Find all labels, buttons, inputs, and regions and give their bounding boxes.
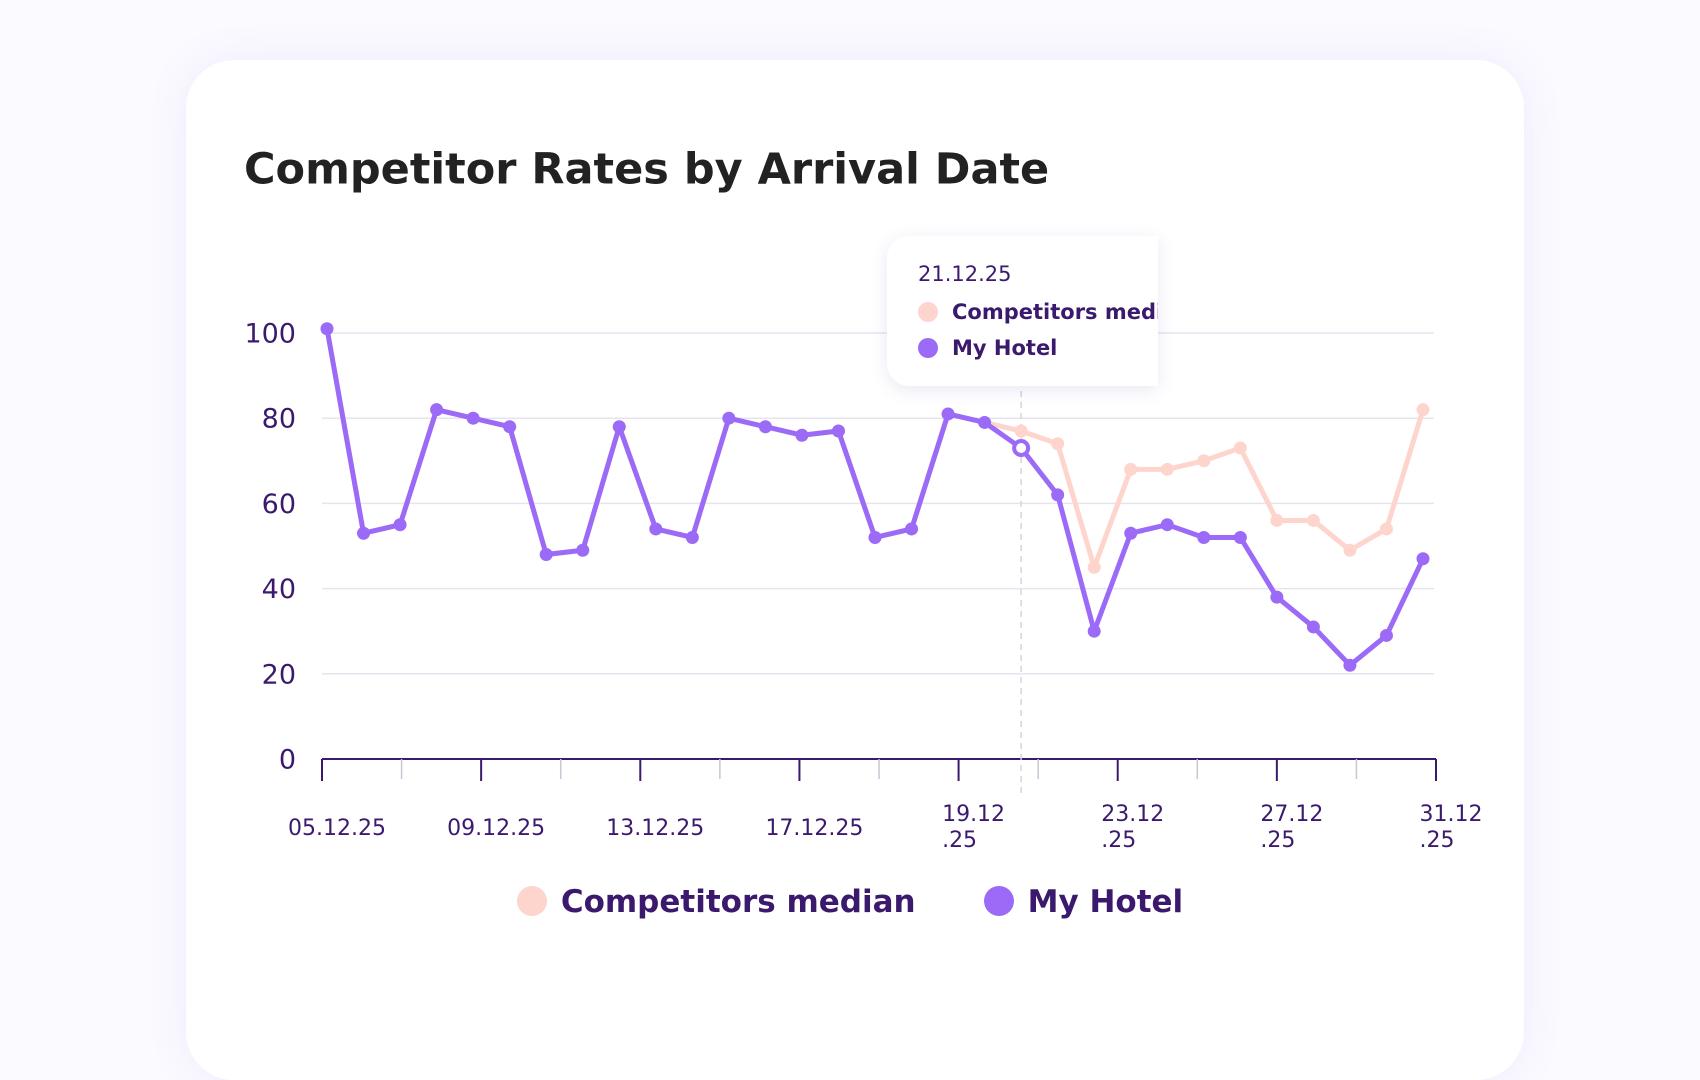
tooltip-dot (918, 302, 938, 322)
data-point (1343, 543, 1357, 557)
data-point (1306, 513, 1320, 527)
y-tick-label: 100 (244, 319, 296, 350)
data-point (1051, 437, 1065, 451)
data-point (649, 522, 663, 536)
data-point (758, 420, 772, 434)
data-point (466, 411, 480, 425)
data-point (1124, 462, 1138, 476)
data-point (576, 543, 590, 557)
data-point (612, 420, 626, 434)
x-tick-label: 17.12.25 (765, 816, 864, 841)
data-point (1160, 462, 1174, 476)
data-point (795, 428, 809, 442)
tooltip-label: My Hotel (952, 336, 1058, 360)
data-point (1051, 488, 1065, 502)
data-point (1416, 403, 1430, 417)
tooltip: 21.12.25 Competitors median My Hotel (887, 236, 1158, 386)
x-tick-label: 05.12.25 (288, 816, 386, 841)
y-tick-label: 20 (262, 659, 296, 690)
data-point (1087, 560, 1101, 574)
legend-item: My Hotel (983, 884, 1184, 920)
data-point (393, 518, 407, 532)
series-line (324, 328, 1426, 668)
data-point (430, 403, 444, 417)
tooltip-dot (918, 338, 938, 358)
data-point (1270, 513, 1284, 527)
page: Competitor Rates by Arrival Date 0 20 40 60… (0, 144, 1700, 920)
x-tick-label: 31.12 .25 (1419, 802, 1483, 853)
legend: Competitors median My Hotel (0, 884, 1700, 920)
data-point (1014, 424, 1028, 438)
legend-label: Competitors median (560, 884, 916, 920)
legend-dot (983, 886, 1014, 916)
y-tick-label: 60 (262, 489, 296, 520)
data-point (320, 322, 334, 336)
data-point (685, 530, 699, 544)
y-tick-label: 0 (279, 745, 296, 776)
data-point (1379, 522, 1393, 536)
tooltip-item: Competitors median (918, 300, 1158, 324)
legend-item: Competitors median (516, 884, 916, 920)
legend-dot (516, 886, 547, 916)
data-point (722, 411, 736, 425)
data-point (941, 407, 955, 421)
data-point (1416, 552, 1430, 566)
data-point (1270, 590, 1284, 604)
data-point (978, 415, 992, 429)
tooltip-date: 21.12.25 (918, 262, 1012, 286)
x-tick-label: 27.12 .25 (1260, 802, 1324, 853)
x-tick-label: 23.12 .25 (1101, 802, 1165, 853)
data-point (1343, 658, 1357, 672)
data-point (1197, 530, 1211, 544)
tooltip-label: Competitors median (952, 300, 1158, 324)
chart-title: Competitor Rates by Arrival Date (244, 145, 1049, 195)
legend-label: My Hotel (1027, 884, 1184, 920)
chart: Competitor Rates by Arrival Date 0 20 40 60… (244, 145, 1437, 794)
data-point (1012, 439, 1031, 458)
data-point (831, 424, 845, 438)
data-point (1087, 624, 1101, 638)
x-tick-label: 13.12.25 (606, 816, 705, 841)
x-tick-label: 19.12 .25 (942, 802, 1006, 853)
data-point (1233, 441, 1247, 455)
y-tick-label: 80 (262, 404, 296, 435)
data-point (539, 548, 553, 562)
data-point (1197, 454, 1211, 468)
card (186, 60, 1524, 1080)
y-tick-label: 40 (262, 574, 296, 605)
data-point (1233, 530, 1247, 544)
data-point (1160, 518, 1174, 532)
tooltip-item: My Hotel (918, 336, 1057, 360)
x-tick-label: 09.12.25 (447, 816, 546, 841)
data-point (1306, 620, 1320, 634)
data-point (503, 420, 517, 434)
data-point (1379, 628, 1393, 642)
data-point (905, 522, 919, 536)
data-point (357, 526, 371, 540)
data-point (868, 530, 882, 544)
data-point (1124, 526, 1138, 540)
